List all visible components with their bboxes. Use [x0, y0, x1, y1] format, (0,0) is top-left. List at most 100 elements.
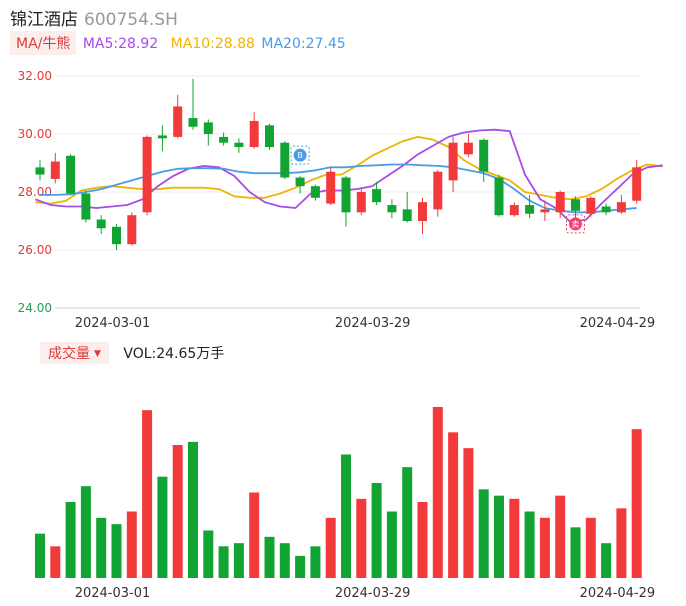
candle-body: [173, 106, 183, 137]
candle-up: [540, 200, 550, 221]
volume-bar-up: [555, 495, 566, 578]
marker-frame: [290, 145, 310, 165]
stock-name: 锦江酒店: [10, 10, 78, 30]
volume-bar-up: [539, 517, 550, 578]
volume-bar-down: [570, 527, 581, 578]
candle-body: [219, 136, 229, 143]
candle-up: [50, 152, 60, 184]
candle-down: [112, 223, 121, 250]
candle-down: [35, 160, 45, 181]
volume-bar-up: [50, 546, 61, 578]
candle-body: [632, 167, 642, 201]
candle-down: [66, 154, 76, 195]
volume-bar-up: [172, 445, 183, 578]
ma-indicator-tag[interactable]: MA/牛熊: [10, 31, 77, 55]
volume-bar-down: [96, 517, 107, 578]
stock-code: 600754.SH: [84, 10, 178, 30]
volume-bar-up: [417, 502, 428, 578]
volume-bar-up: [585, 517, 596, 578]
ma5-value: MA5:28.92: [82, 36, 159, 52]
candle-up: [463, 134, 473, 158]
candle-up: [127, 212, 137, 246]
candle-down: [402, 192, 412, 223]
volume-bar-down: [65, 502, 76, 578]
volume-bar-down: [341, 454, 351, 578]
volume-bar-up: [142, 410, 153, 578]
candle-body: [571, 199, 580, 211]
volume-bar-down: [524, 511, 535, 578]
candle-down: [310, 184, 320, 201]
candle-down: [341, 176, 351, 227]
volume-date-tick-label: 2024-03-01: [75, 586, 151, 601]
ma10-value: MA10:28.88: [170, 36, 255, 52]
candle-body: [356, 192, 366, 213]
volume-bar-up: [325, 517, 336, 578]
candle-up: [586, 196, 596, 217]
candle-body: [96, 219, 106, 229]
volume-bar-down: [601, 543, 612, 578]
price-tick-label: 32.00: [18, 69, 52, 83]
candle-body: [586, 197, 596, 214]
candle-body: [188, 118, 198, 127]
candle-up: [448, 136, 458, 192]
candle-body: [555, 192, 565, 213]
volume-bar-down: [218, 546, 229, 578]
candle-up: [632, 160, 642, 204]
volume-bar-down: [111, 524, 122, 578]
candle-up: [509, 202, 519, 217]
volume-indicator-dropdown[interactable]: 成交量 ▼: [40, 342, 109, 364]
candle-body: [112, 226, 121, 245]
candle-down: [96, 215, 106, 235]
candle-body: [402, 209, 412, 221]
candle-down: [571, 196, 580, 219]
candle-down: [81, 190, 91, 223]
volume-bar-up: [126, 511, 137, 578]
candle-body: [326, 171, 336, 204]
volume-indicator-row: 成交量 ▼ VOL:24.65万手: [40, 342, 224, 364]
price-tick-label: 24.00: [18, 301, 52, 315]
candle-body: [418, 202, 427, 221]
volume-bar-down: [478, 489, 489, 578]
candle-down: [280, 141, 290, 179]
candle-body: [601, 206, 611, 213]
candle-body: [295, 177, 305, 187]
candle-down: [494, 174, 504, 217]
volume-indicator-tag: 成交量: [48, 346, 90, 362]
volume-bar-down: [233, 543, 244, 578]
volume-date-tick-label: 2024-03-29: [335, 586, 411, 601]
volume-date-axis-ticks: 2024-03-01 2024-03-29 2024-04-29: [75, 586, 655, 601]
candle-down: [219, 132, 229, 146]
candle-down: [295, 176, 305, 194]
candle-body: [234, 142, 244, 148]
volume-bar-down: [402, 467, 413, 578]
candle-down: [234, 138, 244, 153]
candle-up: [555, 190, 565, 219]
volume-date-tick-label: 2024-04-29: [580, 586, 656, 601]
candle-body: [616, 202, 626, 213]
candle-up: [356, 189, 366, 216]
candle-body: [509, 205, 519, 216]
date-tick-label: 2024-03-01: [75, 316, 151, 331]
price-gridlines: [55, 75, 640, 309]
ma-indicator-row: MA/牛熊 MA5:28.92 MA10:28.88 MA20:27.45: [10, 31, 346, 55]
marker-dot: [569, 217, 582, 231]
candle-body: [66, 155, 76, 194]
volume-bar-down: [295, 555, 306, 578]
candle-body: [448, 142, 458, 181]
ma20-line: [40, 163, 637, 214]
candle-down: [188, 78, 198, 130]
volume-bar-up: [631, 429, 642, 578]
volume-bar-down: [188, 441, 198, 578]
marker-label: B: [297, 151, 303, 160]
candle-body: [494, 177, 504, 216]
marker-dot: [293, 148, 307, 162]
candle-body: [35, 167, 45, 175]
candle-body: [540, 209, 550, 213]
candle-body: [479, 139, 489, 172]
candle-down: [372, 181, 382, 206]
candle-up: [173, 94, 183, 139]
stock-header: 锦江酒店 600754.SH: [10, 5, 178, 30]
date-tick-label: 2024-03-29: [335, 316, 411, 331]
price-axis-ticks: 32.00 30.00 28.00 26.00 24.00: [18, 69, 52, 315]
volume-bar-up: [448, 432, 459, 578]
